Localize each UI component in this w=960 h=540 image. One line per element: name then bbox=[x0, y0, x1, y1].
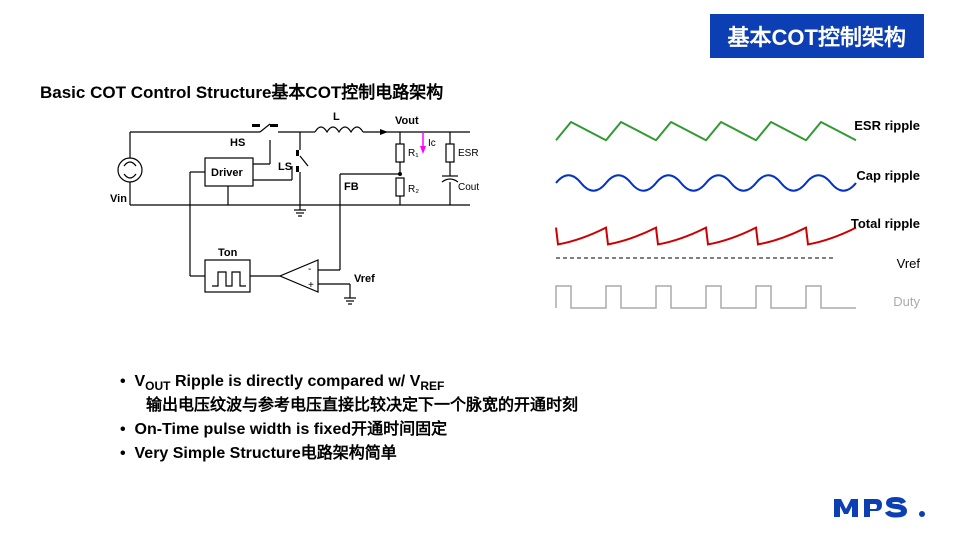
label-vin: Vin bbox=[110, 193, 127, 205]
label-r2: R₂ bbox=[408, 184, 419, 195]
label-ton: Ton bbox=[218, 247, 238, 259]
bullet-list: • VOUT Ripple is directly compared w/ VR… bbox=[120, 370, 578, 466]
label-esr-ripple: ESR ripple bbox=[840, 118, 920, 133]
circuit-diagram: Vin HS L Vout Ic bbox=[110, 110, 510, 320]
waveform-panel: ESR ripple Cap ripple Total ripple Vref … bbox=[550, 108, 930, 328]
svg-text:-: - bbox=[308, 264, 311, 275]
label-fb: FB bbox=[344, 181, 359, 193]
bullet-3: • Very Simple Structure电路架构简单 bbox=[120, 442, 578, 466]
label-driver: Driver bbox=[211, 167, 244, 179]
label-vref: Vref bbox=[354, 273, 375, 285]
label-vout: Vout bbox=[395, 115, 419, 127]
label-l: L bbox=[333, 111, 340, 123]
label-hs: HS bbox=[230, 137, 245, 149]
label-ls: LS bbox=[278, 161, 292, 173]
label-esr: ESR bbox=[458, 148, 479, 159]
label-cap-ripple: Cap ripple bbox=[840, 168, 920, 183]
label-ic: Ic bbox=[428, 138, 436, 149]
title-bar: 基本COT控制架构 bbox=[710, 14, 924, 58]
mps-logo bbox=[832, 493, 932, 526]
label-duty: Duty bbox=[840, 294, 920, 309]
slide-subtitle: Basic COT Control Structure基本COT控制电路架构 bbox=[40, 78, 443, 103]
label-cout: Cout bbox=[458, 182, 479, 193]
bullet-2: • On-Time pulse width is fixed开通时间固定 bbox=[120, 418, 578, 442]
svg-text:+: + bbox=[308, 280, 314, 291]
bullet-1-cn: 输出电压纹波与参考电压直接比较决定下一个脉宽的开通时刻 bbox=[120, 394, 578, 418]
label-total-ripple: Total ripple bbox=[840, 216, 920, 231]
bullet-1: • VOUT Ripple is directly compared w/ VR… bbox=[120, 370, 578, 394]
label-vref-line: Vref bbox=[840, 256, 920, 271]
label-r1: R₁ bbox=[408, 148, 419, 159]
